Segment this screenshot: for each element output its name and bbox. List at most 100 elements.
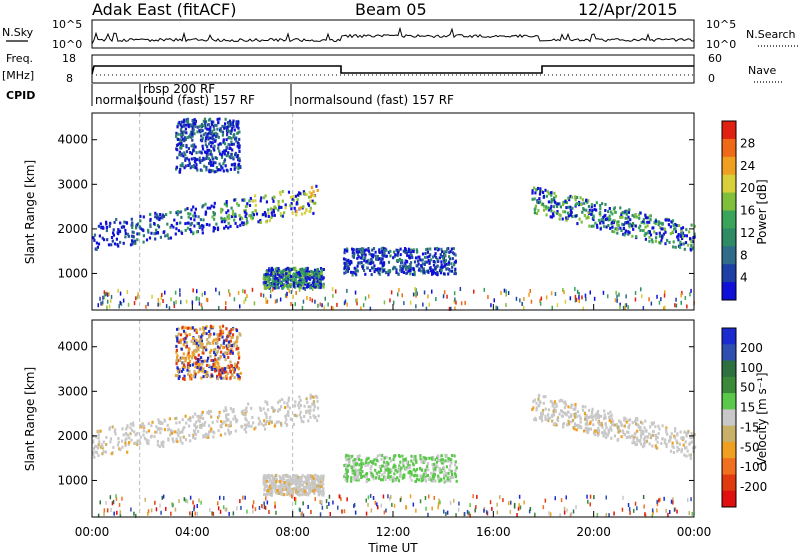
echo-cell: [112, 231, 115, 235]
echo-cell: [243, 428, 246, 431]
echo-cell: [564, 199, 567, 203]
echo-cell: [246, 220, 249, 224]
echo-cell: [644, 419, 647, 423]
echo-cell: [122, 433, 125, 437]
noise-cell: [233, 297, 236, 302]
echo-cell: [365, 248, 368, 252]
echo-cell: [674, 427, 677, 431]
echo-cell: [180, 347, 183, 351]
y-tick-label: 3000: [57, 177, 88, 191]
noise-cell: [578, 295, 580, 300]
echo-cell: [92, 434, 95, 438]
echo-cell: [455, 479, 458, 483]
echo-cell: [214, 347, 217, 351]
echo-cell: [421, 252, 425, 256]
echo-cell: [222, 218, 225, 222]
echo-cell: [534, 416, 537, 420]
echo-cell: [197, 222, 200, 225]
echo-cell: [443, 253, 446, 257]
echo-cell: [188, 354, 191, 358]
echo-cell: [343, 248, 347, 252]
echo-cell: [226, 366, 229, 369]
echo-cell: [429, 247, 432, 251]
echo-cell: [299, 404, 302, 407]
echo-cell: [532, 400, 535, 403]
echo-cell: [206, 338, 209, 342]
echo-cell: [303, 278, 306, 282]
echo-cell: [448, 250, 451, 254]
echo-cell: [648, 442, 651, 446]
echo-cell: [216, 341, 219, 345]
echo-cell: [206, 145, 209, 149]
echo-cell: [92, 439, 95, 443]
echo-cell: [369, 466, 372, 470]
echo-cell: [564, 210, 567, 214]
echo-cell: [659, 234, 662, 238]
echo-cell: [299, 481, 302, 485]
noise-cell: [173, 304, 176, 309]
noise-cell: [559, 513, 561, 518]
echo-cell: [205, 374, 208, 378]
echo-cell: [294, 413, 297, 417]
echo-cell: [177, 122, 180, 126]
echo-cell: [237, 367, 240, 371]
echo-cell: [124, 232, 127, 235]
echo-cell: [272, 210, 275, 214]
noise-cell: [252, 509, 254, 514]
echo-cell: [313, 284, 316, 288]
echo-cell: [389, 470, 392, 474]
echo-cell: [201, 136, 204, 140]
echo-cell: [223, 159, 226, 163]
echo-cell: [210, 415, 213, 419]
echo-cell: [215, 166, 218, 169]
echo-cell: [233, 341, 236, 345]
noise-cell: [265, 496, 267, 501]
echo-cell: [321, 283, 324, 287]
echo-cell: [272, 270, 275, 274]
echo-cell: [188, 123, 192, 127]
echo-cell: [582, 208, 585, 212]
echo-cell: [222, 371, 225, 375]
echo-cell: [316, 395, 319, 399]
echo-cell: [576, 410, 580, 414]
echo-cell: [265, 493, 268, 497]
echo-cell: [212, 435, 215, 439]
noise-cell: [508, 501, 510, 506]
echo-cell: [309, 393, 312, 397]
echo-cell: [346, 265, 349, 269]
echo-cell: [634, 224, 637, 228]
echo-cell: [183, 363, 186, 367]
echo-cell: [226, 153, 230, 157]
echo-cell: [234, 362, 237, 366]
echo-cell: [218, 410, 221, 414]
echo-cell: [223, 142, 227, 146]
noise-cell: [642, 495, 645, 499]
echo-cell: [661, 424, 664, 428]
echo-cell: [201, 129, 204, 133]
echo-cell: [374, 250, 377, 254]
noise-cell: [464, 300, 466, 305]
echo-cell: [300, 270, 303, 274]
echo-cell: [590, 203, 593, 207]
echo-cell: [447, 456, 450, 460]
echo-cell: [126, 232, 130, 236]
echo-cell: [654, 433, 658, 437]
echo-cell: [432, 472, 435, 476]
echo-cell: [432, 466, 435, 470]
echo-cell: [536, 200, 539, 204]
echo-cell: [554, 194, 558, 198]
echo-cell: [672, 240, 675, 244]
echo-cell: [287, 491, 291, 495]
echo-cell: [444, 459, 447, 463]
echo-cell: [599, 204, 602, 207]
echo-cell: [267, 474, 270, 478]
echo-cell: [280, 492, 283, 496]
noise-cell: [288, 289, 291, 294]
echo-cell: [613, 230, 616, 234]
echo-cell: [350, 465, 354, 469]
echo-cell: [614, 227, 617, 231]
echo-cell: [424, 468, 427, 472]
echo-cell: [238, 146, 241, 150]
echo-cell: [245, 216, 248, 220]
echo-cell: [437, 259, 440, 263]
